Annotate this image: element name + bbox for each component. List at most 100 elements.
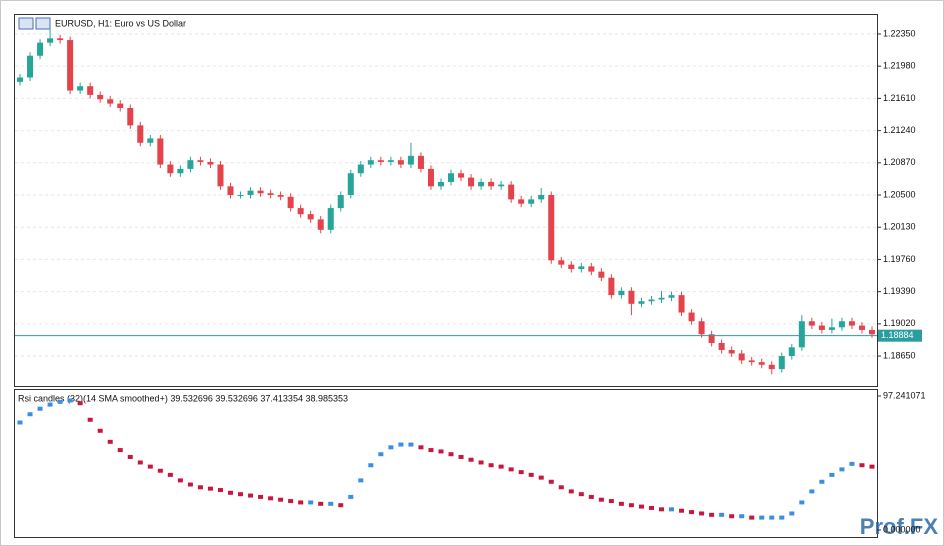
indicator-candle xyxy=(27,412,33,417)
y-tick-label: 1.18650 xyxy=(883,350,916,360)
indicator-candle xyxy=(869,464,875,469)
candle-body xyxy=(247,190,254,196)
candle-body xyxy=(458,173,465,178)
candle-body xyxy=(317,219,324,230)
candle-body xyxy=(97,94,104,100)
candle-body xyxy=(648,299,655,302)
candle-body xyxy=(788,347,795,357)
candle-body xyxy=(828,327,835,330)
candle-body xyxy=(468,177,475,187)
candle-body xyxy=(387,160,394,162)
indicator-candle xyxy=(628,503,634,508)
chart-title: EURUSD, H1: Euro vs US Dollar xyxy=(55,18,186,28)
candle-body xyxy=(678,295,685,313)
candle-body xyxy=(147,138,154,143)
candle-body xyxy=(377,160,384,162)
indicator-candle xyxy=(147,464,153,469)
main-panel xyxy=(14,14,878,387)
candle-body xyxy=(107,99,114,104)
indicator-candle xyxy=(608,499,614,504)
candle-body xyxy=(227,186,234,196)
indicator-candle xyxy=(578,492,584,497)
candle-body xyxy=(518,199,525,204)
candle-body xyxy=(417,155,424,169)
candle-body xyxy=(437,181,444,187)
indicator-candle xyxy=(127,454,133,459)
candle-body xyxy=(588,266,595,272)
indicator-candle xyxy=(829,472,835,477)
candle-body xyxy=(618,290,625,296)
candle-body xyxy=(327,208,334,230)
candle-body xyxy=(748,360,755,363)
candle-body xyxy=(808,321,815,326)
candle-body xyxy=(117,103,124,108)
candle-body xyxy=(197,160,204,162)
indicator-candle xyxy=(187,482,193,487)
candle-body xyxy=(357,164,364,174)
candle-body xyxy=(718,342,725,350)
candle-body xyxy=(868,329,875,335)
indicator-candle xyxy=(538,475,544,480)
indicator-candle xyxy=(568,489,574,494)
indicator-candle xyxy=(137,460,143,465)
indicator-candle xyxy=(769,515,775,520)
indicator-candle xyxy=(328,501,334,506)
indicator-candle xyxy=(779,515,785,520)
candle-body xyxy=(237,195,244,197)
candle-body xyxy=(27,55,34,78)
indicator-candle xyxy=(488,463,494,468)
candle-body xyxy=(397,160,404,165)
indicator-candle xyxy=(37,406,43,411)
indicator-candle xyxy=(729,514,735,519)
current-price-label: 1.18884 xyxy=(881,330,914,340)
indicator-candle xyxy=(719,512,725,517)
candle-body xyxy=(708,334,715,343)
candle-body xyxy=(758,362,765,365)
indicator-candle xyxy=(378,452,384,457)
candle-body xyxy=(768,364,775,370)
indicator-candle xyxy=(809,489,815,494)
indicator-candle xyxy=(749,515,755,520)
indicator-candle xyxy=(558,485,564,490)
candle-body xyxy=(658,297,665,300)
icon xyxy=(18,17,34,30)
indicator-candle xyxy=(468,457,474,462)
indicator-candle xyxy=(618,501,624,506)
y-tick-label: 1.22350 xyxy=(883,28,916,38)
candle-body xyxy=(67,40,74,91)
candle-body xyxy=(488,181,495,187)
candle-body xyxy=(127,107,134,126)
candle-body xyxy=(267,193,274,196)
indicator-candle xyxy=(17,420,23,425)
y-tick-label: 0.000000 xyxy=(883,524,921,534)
candle-body xyxy=(628,290,635,304)
indicator-candle xyxy=(849,461,855,466)
indicator-candle xyxy=(699,511,705,516)
indicator-candle xyxy=(167,472,173,477)
indicator-title: Rsi candles (32)(14 SMA smoothed+) 39.53… xyxy=(18,393,348,403)
candle-body xyxy=(848,321,855,326)
y-tick-label: 1.21610 xyxy=(883,93,916,103)
candle-body xyxy=(287,196,294,209)
indicator-candle xyxy=(709,512,715,517)
indicator-candle xyxy=(438,449,444,454)
candle-body xyxy=(698,321,705,335)
candle-body xyxy=(367,160,374,165)
candle-body xyxy=(167,164,174,174)
candle-body xyxy=(297,208,304,215)
candle-body xyxy=(528,199,535,204)
indicator-candle xyxy=(288,499,294,504)
indicator-candle xyxy=(588,494,594,499)
candle-body xyxy=(568,264,575,270)
y-tick-label: 1.20130 xyxy=(883,222,916,232)
indicator-candle xyxy=(478,460,484,465)
indicator-candle xyxy=(338,503,344,508)
indicator-candle xyxy=(428,448,434,453)
candle-body xyxy=(277,195,284,197)
y-tick-label: 1.19390 xyxy=(883,286,916,296)
candle-body xyxy=(798,321,805,348)
candle-body xyxy=(87,86,94,95)
indicator-candle xyxy=(598,497,604,502)
indicator-candle xyxy=(358,478,364,483)
y-tick-label: 1.19020 xyxy=(883,318,916,328)
